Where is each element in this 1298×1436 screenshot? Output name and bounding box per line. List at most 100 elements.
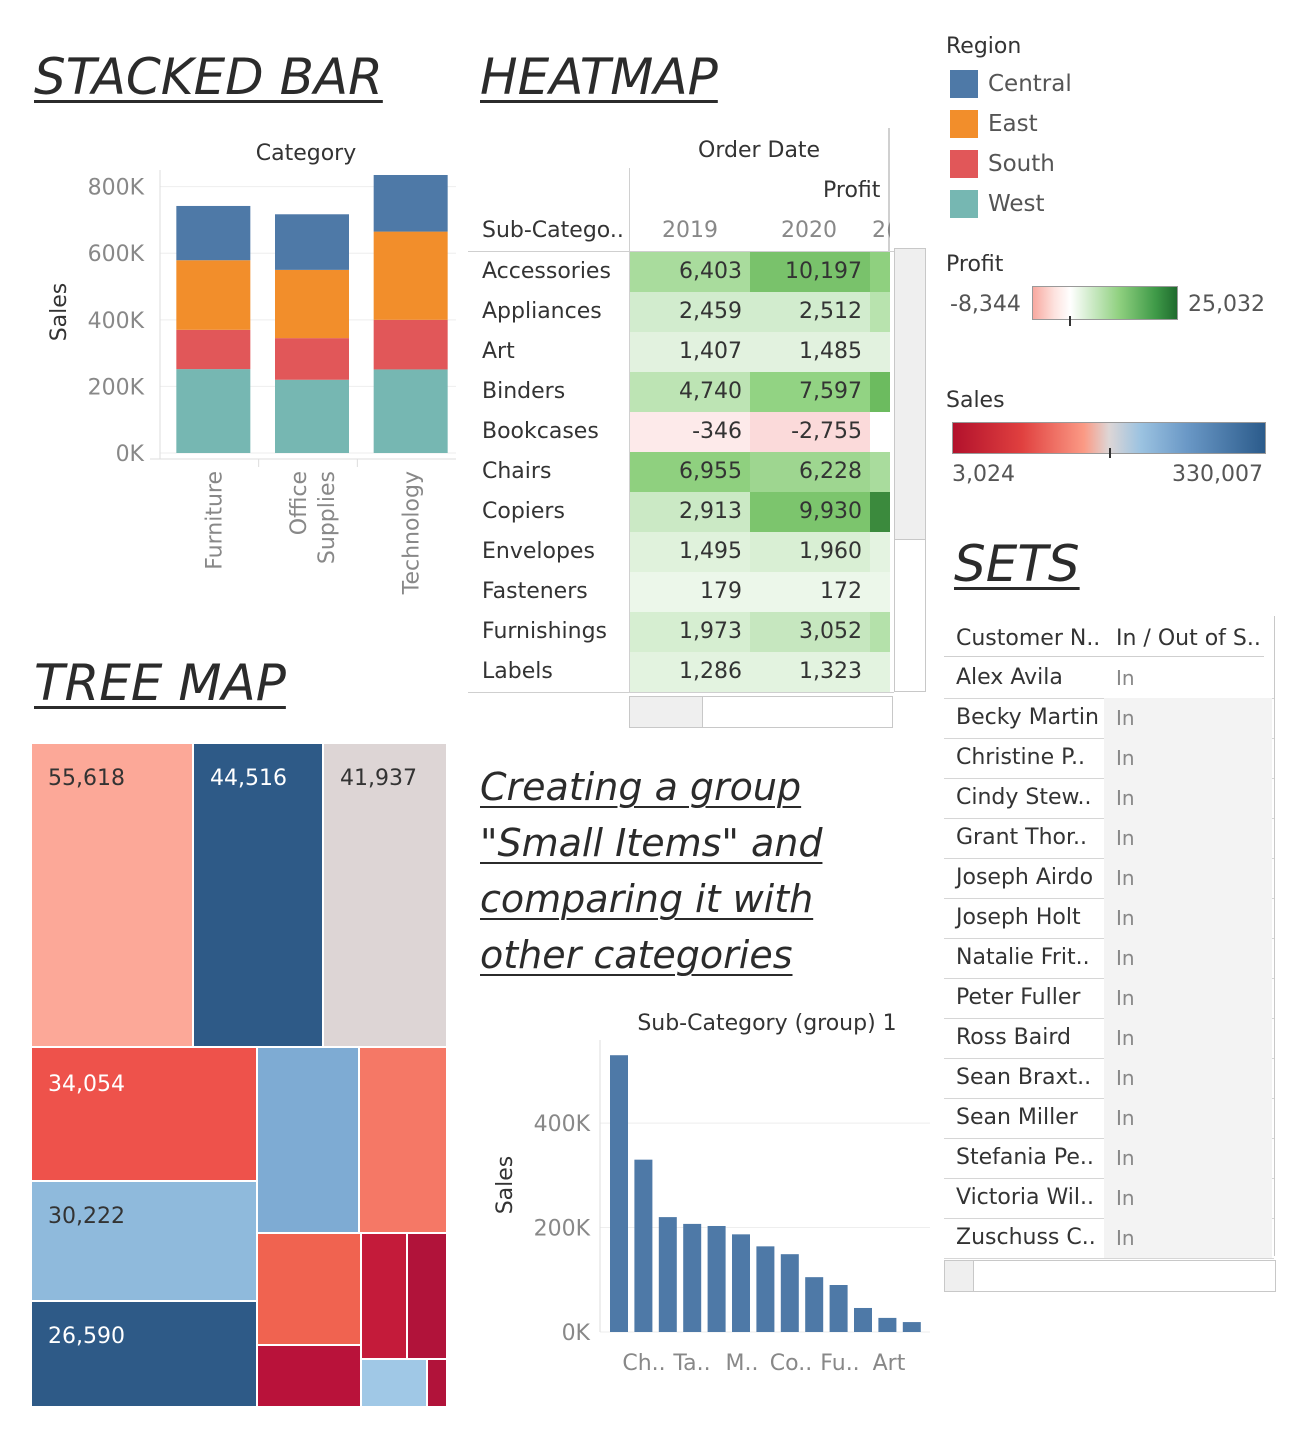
heatmap-cell-2020[interactable]: 10,197: [750, 252, 870, 292]
sales-legend-title: Sales: [946, 388, 1005, 413]
sets-row[interactable]: Becky Martin In: [944, 698, 1274, 739]
sets-row[interactable]: Joseph Holt In: [944, 898, 1274, 939]
heatmap-header-order-date: Order Date: [698, 138, 821, 163]
stacked-bar-segment-east: [176, 260, 251, 330]
heatmap-cell-2020[interactable]: 172: [750, 572, 870, 612]
stacked-chart-y-tick: 800K: [88, 176, 145, 201]
sets-row[interactable]: Natalie Frit.. In: [944, 938, 1274, 979]
heatmap-cell-clipped[interactable]: [870, 652, 890, 692]
heatmap-cell-clipped[interactable]: [870, 372, 890, 412]
sets-customer-name: Natalie Frit..: [956, 945, 1090, 970]
sets-row[interactable]: Alex Avila In: [944, 658, 1274, 699]
heatmap-bottom-line: [468, 692, 894, 693]
heatmap-row-label: Copiers: [482, 499, 565, 524]
heatmap-cell-2020[interactable]: 3,052: [750, 612, 870, 652]
heatmap-cell-2020[interactable]: 6,228: [750, 452, 870, 492]
heatmap-cell-clipped[interactable]: [870, 292, 890, 332]
stacked-bar-segment-south: [275, 338, 349, 380]
heatmap-cell-2019[interactable]: 1,407: [630, 332, 750, 372]
sets-in-out-value: In: [1104, 898, 1272, 938]
heatmap-col-divider: [629, 168, 630, 693]
stacked-bar-segment-east: [373, 231, 448, 320]
group-chart-bar: [780, 1254, 799, 1332]
heatmap-cell-clipped[interactable]: [870, 532, 890, 572]
region-legend-swatch: [950, 70, 978, 98]
sets-in-out-value: In: [1104, 738, 1272, 778]
heatmap-vertical-scroll-thumb[interactable]: [895, 249, 925, 540]
stacked-chart-y-tick: 200K: [88, 375, 145, 400]
heatmap-cell-clipped[interactable]: [870, 412, 890, 452]
profit-ramp-marker: [1069, 316, 1071, 326]
stacked-chart-y-tick: 600K: [88, 242, 145, 267]
heatmap-cell-2020[interactable]: 1,323: [750, 652, 870, 692]
group-chart-bar: [634, 1159, 653, 1332]
group-chart-bar: [805, 1277, 824, 1332]
stacked-chart-title: Category: [256, 141, 357, 166]
heatmap-cell-2019[interactable]: -346: [630, 412, 750, 452]
sets-row[interactable]: Sean Miller In: [944, 1098, 1274, 1139]
sets-row[interactable]: Zuschuss C.. In: [944, 1218, 1274, 1259]
sets-in-out-value: In: [1104, 858, 1272, 898]
heatmap-cell-2019[interactable]: 1,973: [630, 612, 750, 652]
heatmap-vertical-scrollbar[interactable]: [894, 248, 926, 692]
sets-row[interactable]: Cindy Stew.. In: [944, 778, 1274, 819]
sets-scroll-thumb[interactable]: [945, 1261, 974, 1291]
heatmap-cell-2020[interactable]: 1,485: [750, 332, 870, 372]
group-chart-x-tick: Art: [873, 1351, 906, 1376]
sets-in-out-value: In: [1104, 1058, 1272, 1098]
stacked-bar-segment-south: [176, 329, 251, 370]
tree-map: 55,618 44,516 41,937 34,054 30,222 26,59…: [32, 744, 446, 1406]
sets-row[interactable]: Joseph Airdo In: [944, 858, 1274, 899]
heatmap-cell-clipped[interactable]: [870, 252, 890, 292]
group-chart-x-tick: Ta..: [672, 1351, 710, 1376]
heatmap-cell-2019[interactable]: 2,913: [630, 492, 750, 532]
heatmap-cell-2020[interactable]: 9,930: [750, 492, 870, 532]
region-legend-swatch: [950, 110, 978, 138]
group-chart-bar: [756, 1246, 775, 1332]
heatmap-cell-2020[interactable]: 2,512: [750, 292, 870, 332]
sets-horizontal-scrollbar[interactable]: [944, 1260, 1276, 1292]
sets-customer-name: Christine P..: [956, 745, 1085, 770]
profit-color-ramp: [1032, 286, 1178, 320]
heatmap-cell-2019[interactable]: 1,495: [630, 532, 750, 572]
sets-row[interactable]: Ross Baird In: [944, 1018, 1274, 1059]
heatmap-cell-clipped[interactable]: [870, 492, 890, 532]
heatmap-cell-2020[interactable]: -2,755: [750, 412, 870, 452]
heatmap-cell-2019[interactable]: 179: [630, 572, 750, 612]
sales-legend-min: 3,024: [952, 462, 1015, 487]
heatmap: Order Date Profit Sub-Catego.. 2019 2020…: [468, 128, 928, 738]
sets-row[interactable]: Christine P.. In: [944, 738, 1274, 779]
sets-row[interactable]: Sean Braxt.. In: [944, 1058, 1274, 1099]
stacked-chart-y-tick: 400K: [88, 309, 145, 334]
sales-legend-max: 330,007: [1172, 462, 1263, 487]
sets-customer-name: Grant Thor..: [956, 825, 1087, 850]
heatmap-cell-2020[interactable]: 7,597: [750, 372, 870, 412]
heatmap-cell-2019[interactable]: 2,459: [630, 292, 750, 332]
sets-customer-name: Joseph Airdo: [956, 865, 1094, 890]
heatmap-cell-2019[interactable]: 4,740: [630, 372, 750, 412]
sets-row[interactable]: Stefania Pe.. In: [944, 1138, 1274, 1179]
stacked-bar-segment-central: [275, 214, 349, 270]
group-chart-bar: [707, 1225, 726, 1332]
stacked-chart-x-tick: Office: [287, 471, 312, 535]
heatmap-cell-clipped[interactable]: [870, 452, 890, 492]
sets-customer-name: Sean Braxt..: [956, 1065, 1092, 1090]
heatmap-cell-clipped[interactable]: [870, 612, 890, 652]
heatmap-cell-clipped[interactable]: [870, 332, 890, 372]
heatmap-cell-clipped[interactable]: [870, 572, 890, 612]
stacked-chart-x-tick: Supplies: [315, 471, 340, 564]
heatmap-horizontal-scroll-thumb[interactable]: [630, 697, 703, 727]
sets-table-right-border: [1274, 616, 1275, 1256]
heatmap-cell-2020[interactable]: 1,960: [750, 532, 870, 572]
sets-row[interactable]: Peter Fuller In: [944, 978, 1274, 1019]
heatmap-cell-2019[interactable]: 1,286: [630, 652, 750, 692]
heatmap-cell-2019[interactable]: 6,403: [630, 252, 750, 292]
treemap-tile-3: 41,937: [324, 744, 446, 1046]
heatmap-cell-2019[interactable]: 6,955: [630, 452, 750, 492]
sets-row[interactable]: Grant Thor.. In: [944, 818, 1274, 859]
sets-row[interactable]: Victoria Wil.. In: [944, 1178, 1274, 1219]
stacked-bar-segment-west: [176, 369, 251, 453]
heatmap-horizontal-scrollbar[interactable]: [629, 696, 893, 728]
treemap-label-5: 30,222: [48, 1204, 125, 1229]
heatmap-row-header: Sub-Catego..: [482, 218, 624, 243]
